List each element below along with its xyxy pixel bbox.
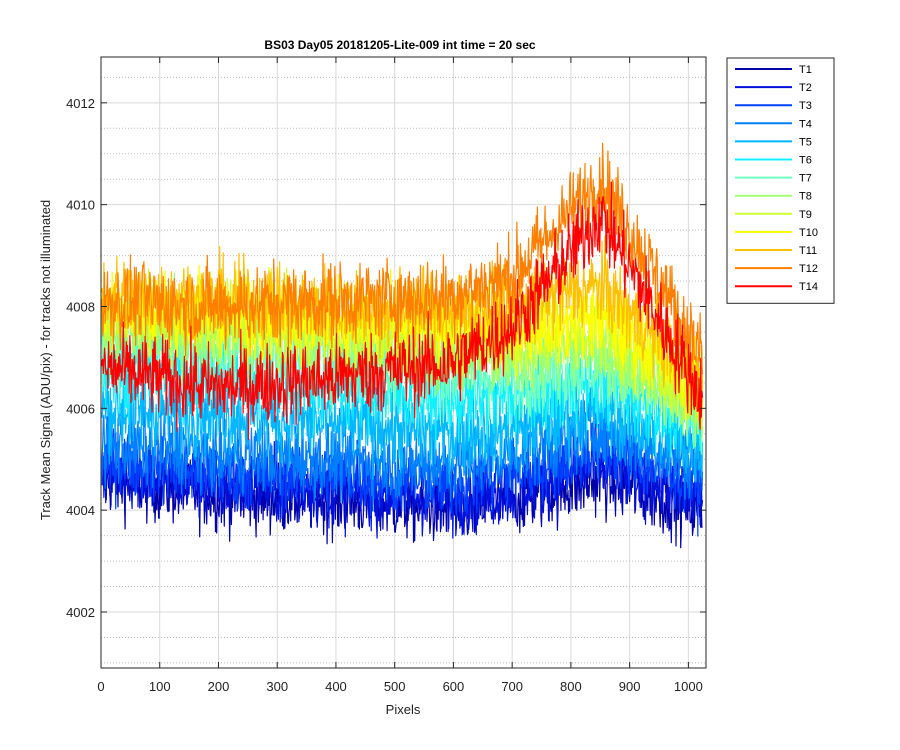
legend-label-t12: T12 <box>799 263 818 275</box>
y-axis-label: Track Mean Signal (ADU/pix) - for tracks… <box>38 200 53 520</box>
series-line-t12 <box>101 142 704 386</box>
y-tick-label: 4002 <box>66 605 95 620</box>
legend-label-t8: T8 <box>799 191 812 203</box>
plot-frame <box>100 56 707 669</box>
x-tick-label: 1000 <box>674 679 703 694</box>
y-tick-labels: 4002 4004 4006 4008 4010 4012 <box>66 96 95 620</box>
x-tick-label: 0 <box>97 679 104 694</box>
chart-title: BS03 Day05 20181205-Lite-009 int time = … <box>264 38 535 52</box>
x-tick-label: 600 <box>443 679 465 694</box>
y-tick-label: 4008 <box>66 299 95 314</box>
y-tick-label: 4004 <box>66 503 95 518</box>
x-tick-label: 400 <box>325 679 347 694</box>
legend-label-t4: T4 <box>799 118 812 130</box>
legend-label-t2: T2 <box>799 82 812 94</box>
legend-label-t7: T7 <box>799 173 812 185</box>
legend: T1 T2 T3 T4 T5 T6 T7 T8 T9 T10 T11 T12 T14 <box>726 57 835 304</box>
legend-label-t14: T14 <box>799 281 818 293</box>
x-tick-label: 200 <box>208 679 230 694</box>
x-tick-label: 900 <box>619 679 641 694</box>
legend-label-t3: T3 <box>799 100 812 112</box>
y-tick-label: 4012 <box>66 96 95 111</box>
legend-label-t10: T10 <box>799 227 818 239</box>
x-axis-label: Pixels <box>386 702 421 717</box>
legend-label-t11: T11 <box>799 245 817 257</box>
legend-label-t5: T5 <box>799 136 812 148</box>
series-line-t5 <box>101 363 704 484</box>
x-tick-labels: 0 100 200 300 400 500 600 700 800 900 1000 <box>97 679 702 694</box>
series-lines <box>101 142 704 549</box>
x-tick-label: 800 <box>560 679 582 694</box>
series-line-t14 <box>101 181 704 441</box>
y-tick-label: 4006 <box>66 401 95 416</box>
y-tick-label: 4010 <box>66 198 95 213</box>
series-line-t11 <box>101 235 704 415</box>
legend-label-t1: T1 <box>799 64 812 76</box>
legend-label-t9: T9 <box>799 209 812 221</box>
x-tick-label: 700 <box>501 679 523 694</box>
legend-label-t6: T6 <box>799 155 812 167</box>
series-line-t3 <box>101 409 704 537</box>
plot-border <box>100 56 707 669</box>
legend-box <box>726 57 835 304</box>
x-tick-label: 300 <box>266 679 288 694</box>
x-tick-label: 500 <box>384 679 406 694</box>
x-tick-label: 100 <box>149 679 171 694</box>
